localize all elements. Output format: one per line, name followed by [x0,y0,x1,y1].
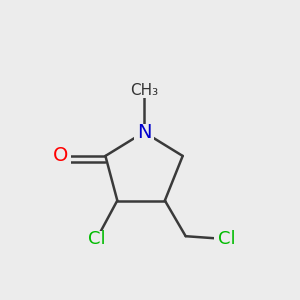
Bar [129,83,159,98]
Text: O: O [53,146,68,165]
Text: N: N [137,123,151,142]
Bar [214,231,241,247]
Text: CH₃: CH₃ [130,83,158,98]
Text: Cl: Cl [88,230,105,248]
Text: Cl: Cl [218,230,236,248]
Bar [134,124,154,140]
Bar [83,231,110,247]
Bar [50,148,71,164]
